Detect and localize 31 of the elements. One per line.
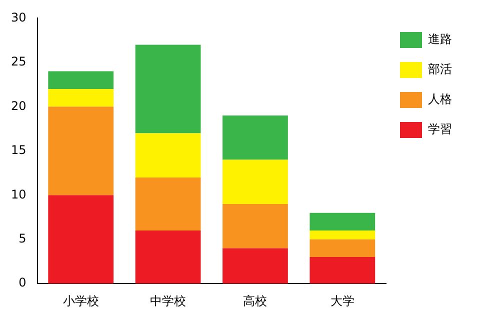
y-tick-label: 0	[18, 276, 26, 290]
bar	[135, 133, 201, 178]
x-tick-label: 小学校	[62, 294, 99, 308]
x-tick-label: 大学	[330, 294, 354, 308]
bar	[310, 230, 376, 240]
bar	[310, 239, 376, 258]
bar	[222, 116, 288, 160]
x-tick-label: 高校	[243, 294, 268, 308]
y-tick-label: 10	[10, 187, 26, 202]
y-tick-label: 5	[18, 231, 26, 246]
bar	[48, 106, 114, 196]
legend-label: 学習	[428, 122, 452, 136]
bar	[135, 230, 201, 284]
y-tick-label: 15	[10, 143, 26, 158]
bar	[135, 44, 201, 134]
y-tick-label: 20	[10, 98, 26, 113]
bar	[48, 71, 114, 89]
legend-label: 人格	[428, 92, 452, 106]
legend-label: 進路	[428, 32, 452, 46]
bar	[310, 257, 376, 284]
bar	[222, 160, 288, 204]
bar	[222, 204, 288, 248]
y-tick-label: 25	[10, 54, 26, 69]
bar	[48, 195, 114, 284]
legend-label: 部活	[428, 62, 452, 76]
bar	[310, 212, 376, 231]
y-tick-label: 30	[10, 10, 26, 24]
x-tick-label: 中学校	[150, 294, 186, 308]
bar	[48, 88, 114, 107]
bar	[135, 177, 201, 231]
bar	[222, 248, 288, 284]
